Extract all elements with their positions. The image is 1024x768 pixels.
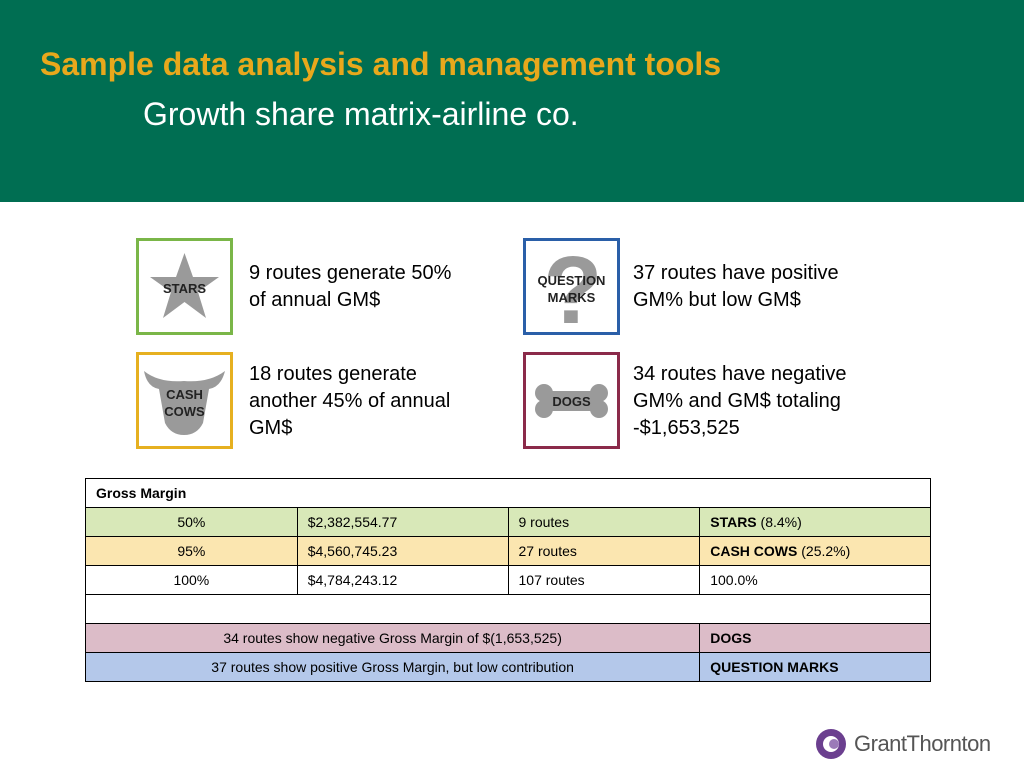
table-cell: 95%: [85, 536, 298, 566]
table-cell: DOGS: [699, 623, 931, 653]
cell-text: CASH COWS: [710, 543, 798, 559]
stars-box: STARS: [136, 238, 233, 335]
table-row: 95% $4,560,745.23 27 routes CASH COWS (25.2…: [85, 536, 931, 566]
icon-label: STARS: [162, 281, 207, 296]
table-row: [85, 594, 931, 624]
quadrant-text: 18 routes generate another 45% of annual G…: [249, 361, 450, 442]
logo-mark: [816, 729, 846, 759]
svg-text:?: ?: [544, 241, 603, 332]
title: Sample data analysis and management tool…: [40, 46, 722, 82]
text-line: GM% and GM$ totaling: [633, 390, 841, 412]
label-line: MARKS: [547, 290, 596, 305]
label-line: CASH: [166, 387, 203, 402]
text-line: of annual GM$: [249, 289, 381, 311]
table-cell: $4,560,745.23: [296, 536, 509, 566]
cow-icon: [144, 371, 225, 435]
table-cell: 100%: [85, 565, 298, 595]
text-line: another 45% of annual: [249, 390, 451, 412]
dogs-box: DOGS: [523, 352, 620, 449]
subtitle: Growth share matrix-airline co.: [143, 96, 579, 132]
table-cell: $2,382,554.77: [296, 507, 509, 537]
table-cell: [85, 594, 931, 624]
table-cell: 34 routes show negative Gross Margin of …: [84, 623, 701, 653]
text-line: 37 routes have positive: [633, 262, 839, 284]
table-cell: $4,784,243.12: [296, 565, 509, 595]
table-row: Gross Margin: [85, 478, 931, 508]
header: [0, 0, 1024, 202]
table-row: 50% $2,382,554.77 9 routes STARS (8.4%): [85, 507, 931, 537]
logo-text: GrantThornton: [854, 731, 991, 756]
question-icon: ?: [544, 241, 603, 332]
icon-label: QUESTION MARKS: [526, 272, 617, 306]
text-line: 18 routes generate: [249, 363, 417, 385]
cell-text: (25.2%): [797, 543, 851, 559]
text-line: -$1,653,525: [633, 417, 740, 439]
table-cell: STARS (8.4%): [699, 507, 931, 537]
icon-label: CASH COWS: [139, 386, 230, 420]
table-cell: QUESTION MARKS: [699, 652, 931, 682]
cows-box: CASH COWS: [136, 352, 233, 449]
table-cell: CASH COWS (25.2%): [699, 536, 931, 566]
text-line: 34 routes have negative: [633, 363, 847, 385]
table-cell: 37 routes show positive Gross Margin, bu…: [84, 652, 701, 682]
table-cell: 27 routes: [507, 536, 701, 566]
table-cell: 100.0%: [699, 565, 931, 595]
text-line: GM$: [249, 417, 293, 439]
gross-margin-table: Gross Margin 50% $2,382,554.77 9 routes STA…: [84, 478, 931, 682]
quadrant-text: 34 routes have negative GM% and GM$ total…: [633, 361, 847, 442]
table-row: 100% $4,784,243.12 107 routes 100.0%: [85, 565, 931, 595]
label-line: QUESTION: [537, 273, 606, 288]
cell-text: STARS: [710, 514, 757, 530]
table-cell: 9 routes: [507, 507, 701, 537]
bone-icon: [535, 384, 608, 418]
cell-text: (8.4%): [756, 514, 802, 530]
text-line: 9 routes generate 50%: [249, 262, 452, 284]
question-box: ? QUESTION MARKS: [523, 238, 620, 335]
label-line: COWS: [164, 404, 205, 419]
quadrant-text: 9 routes generate 50% of annual GM$: [249, 260, 451, 314]
icon-label: DOGS: [552, 394, 591, 409]
text-line: GM% but low GM$: [633, 289, 801, 311]
table-cell: Gross Margin: [85, 478, 931, 508]
quadrant-text: 37 routes have positive GM% but low GM$: [633, 260, 839, 314]
table-cell: 107 routes: [507, 565, 701, 595]
star-icon: [150, 253, 219, 318]
table-row: 34 routes show negative Gross Margin of …: [84, 623, 931, 653]
table-row: 37 routes show positive Gross Margin, bu…: [84, 652, 931, 682]
table-cell: 50%: [85, 507, 298, 537]
